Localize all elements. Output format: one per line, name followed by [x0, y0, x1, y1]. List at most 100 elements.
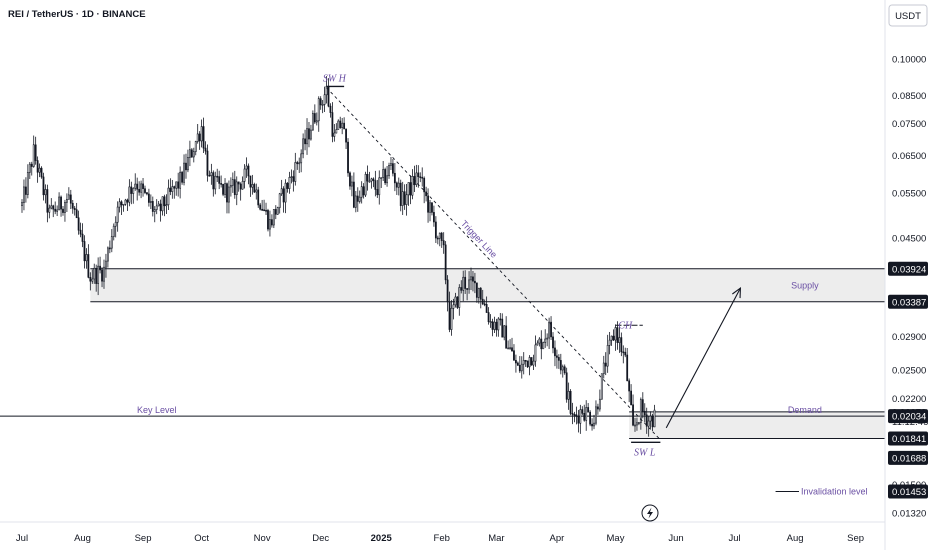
candle [460, 280, 463, 294]
price-tag[interactable]: 0.03387 [888, 294, 928, 309]
candle [429, 199, 431, 222]
candle [93, 263, 96, 284]
candle [294, 152, 297, 186]
candle [313, 104, 316, 124]
candle [575, 406, 578, 425]
candle [339, 116, 342, 129]
candle [462, 270, 465, 302]
time-tick-label: Oct [194, 533, 209, 544]
candle [548, 317, 551, 350]
candle [600, 373, 603, 400]
candle [636, 417, 638, 431]
price-tag[interactable]: 0.01453 [888, 484, 928, 499]
candle [546, 333, 549, 347]
candle [67, 187, 70, 200]
time-tick-label: Aug [74, 533, 91, 544]
candle [144, 185, 146, 195]
candle [569, 389, 572, 416]
candle [544, 329, 547, 348]
candle [231, 172, 234, 193]
price-axis[interactable]: 0.10000 0.08500 0.07500 0.06500 0.05500 0.045… [888, 55, 928, 520]
candle [491, 318, 494, 337]
candle [495, 318, 498, 337]
candle [434, 216, 437, 243]
candle [310, 124, 312, 141]
candle [255, 183, 258, 200]
candle [583, 404, 586, 422]
price-tag-label: 0.01688 [892, 453, 926, 464]
candle [308, 122, 310, 148]
candle [153, 206, 156, 223]
candle [300, 149, 303, 173]
candle [415, 164, 418, 188]
candle [552, 332, 554, 354]
candle [554, 340, 556, 367]
candle [620, 332, 623, 357]
price-tick-label: 0.10000 [892, 55, 926, 66]
candle [645, 407, 648, 434]
candle [372, 177, 375, 188]
candle [364, 171, 367, 198]
candle [349, 171, 351, 190]
candle [206, 144, 209, 182]
candle [503, 324, 506, 341]
candle [169, 178, 172, 196]
candle [157, 201, 160, 207]
candle [108, 240, 111, 254]
candle [386, 165, 388, 187]
trigger-line[interactable] [326, 87, 661, 441]
currency-button[interactable]: USDT [888, 4, 928, 27]
candle [376, 179, 379, 198]
candle [505, 316, 508, 349]
candle [513, 344, 515, 361]
candle [32, 135, 35, 168]
candle [138, 181, 141, 196]
time-tick-label: Jun [668, 533, 683, 544]
candle [73, 205, 76, 216]
candle [444, 241, 447, 285]
zones-layer [0, 268, 885, 439]
time-axis[interactable]: Jul Aug Sep Oct Nov Dec 2025 Feb Mar Apr May Jun Jul… [16, 533, 864, 544]
price-tag-label: 0.01841 [892, 434, 926, 445]
candle [458, 284, 461, 316]
candle [333, 124, 336, 142]
candle [643, 403, 646, 423]
candle [567, 382, 570, 410]
price-tick-label: 0.08500 [892, 91, 926, 102]
candle [456, 296, 459, 310]
tradingview-logo-icon[interactable] [641, 504, 659, 522]
candle [464, 270, 467, 294]
price-tag-label: 0.03924 [892, 264, 926, 275]
candle [477, 287, 480, 304]
candle [597, 403, 599, 415]
candle [472, 270, 474, 292]
candle [233, 170, 236, 199]
candle [520, 356, 523, 379]
projection-arrow[interactable] [665, 287, 741, 429]
candle [253, 182, 256, 193]
candle [653, 404, 656, 428]
price-tag[interactable]: 0.01688 [888, 450, 928, 465]
price-tick-label: 0.01320 [892, 509, 926, 520]
candle [411, 169, 414, 200]
price-tag[interactable]: 0.02034 [888, 409, 928, 424]
candle [421, 167, 424, 187]
candle [522, 352, 525, 375]
candle [245, 157, 248, 178]
price-tag[interactable]: 0.01841 [888, 431, 928, 446]
candle [251, 174, 254, 195]
candle [358, 190, 361, 204]
price-tag[interactable]: 0.03924 [888, 261, 928, 276]
candle [25, 177, 27, 203]
time-tick-label: Nov [254, 533, 271, 544]
candle [352, 172, 355, 209]
candle [226, 182, 228, 214]
candle [30, 161, 33, 176]
candle [208, 170, 211, 177]
candle [524, 359, 527, 367]
candle [337, 119, 340, 130]
candle [278, 192, 281, 214]
candle [559, 353, 562, 375]
candle [97, 257, 100, 296]
